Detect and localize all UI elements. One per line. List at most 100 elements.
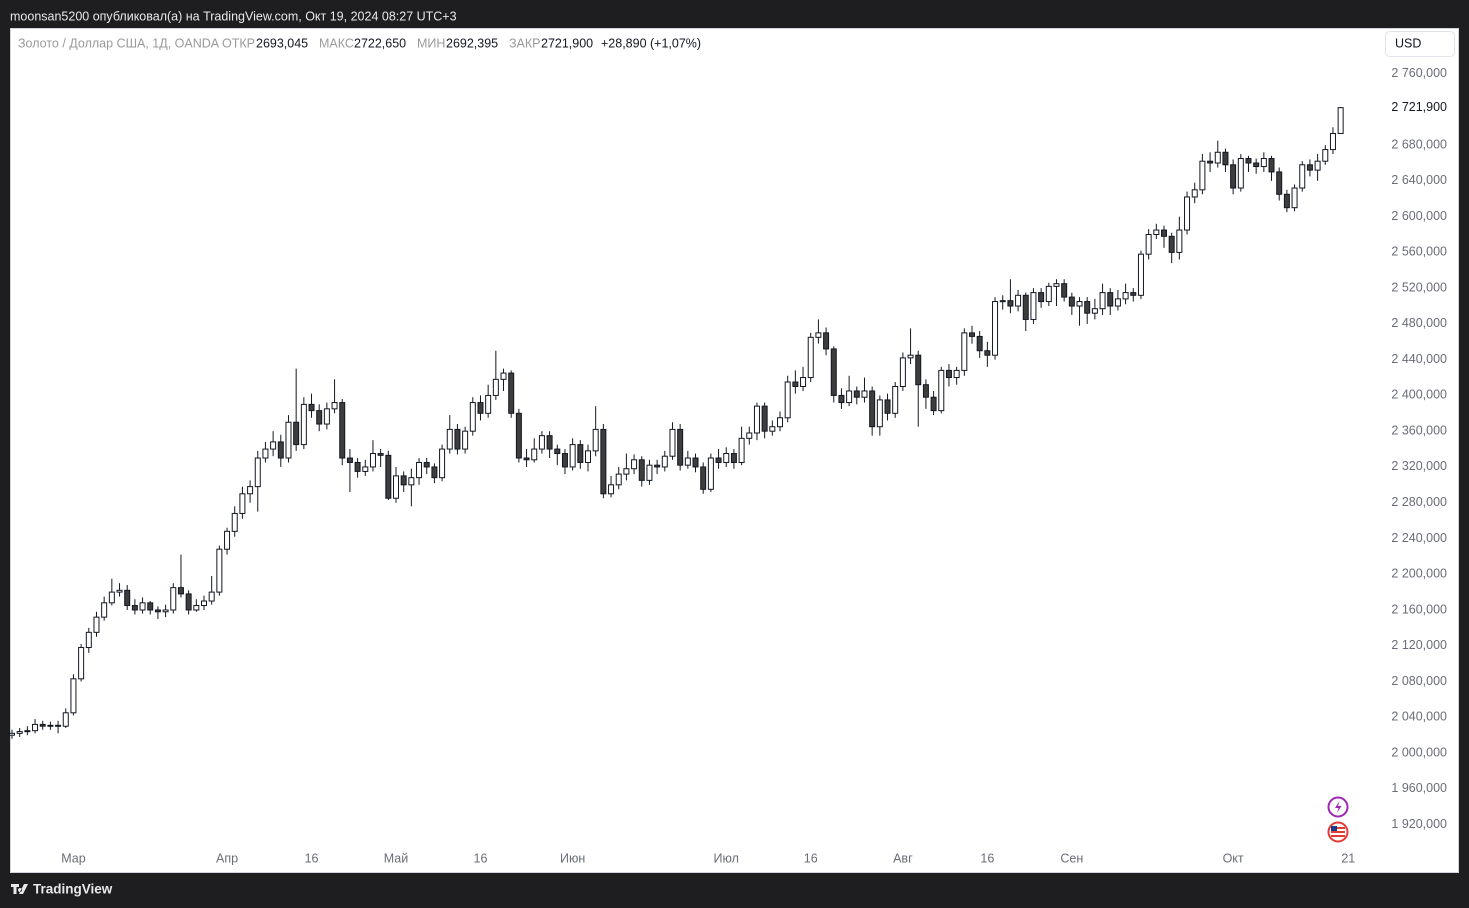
candle-body: [431, 466, 438, 479]
y-tick-label: 2 280,000: [1391, 495, 1447, 509]
y-tick-label: 2 600,000: [1391, 209, 1447, 223]
candle-body: [777, 417, 783, 428]
candle-body: [715, 457, 722, 463]
candle-body: [807, 336, 814, 379]
candle-body: [707, 457, 714, 490]
y-tick-label: 2 400,000: [1391, 388, 1447, 402]
candle-body: [1130, 292, 1137, 296]
candle-body: [1314, 160, 1321, 171]
candle-body: [277, 441, 284, 459]
currency-text[interactable]: USD: [1395, 36, 1421, 50]
flag-stripe: [1331, 831, 1345, 833]
open-value: 2693,045: [256, 36, 308, 50]
candle-body: [1291, 187, 1298, 209]
close-value: 2721,900: [541, 36, 593, 50]
candle-body: [1245, 158, 1252, 164]
candle-body: [85, 631, 92, 649]
candle-body: [39, 723, 46, 727]
candle-body: [308, 403, 315, 412]
candle-body: [592, 428, 599, 452]
candle-body: [861, 390, 868, 398]
candle-body: [815, 332, 822, 338]
candle-body: [600, 428, 607, 495]
candle-body: [208, 591, 215, 602]
candle-body: [1145, 234, 1152, 255]
x-tick-label: Июн: [560, 851, 585, 865]
y-tick-label: 2 000,000: [1391, 745, 1447, 759]
candle-body: [730, 453, 737, 463]
candle-body: [1153, 229, 1160, 236]
candle-body: [423, 461, 430, 468]
candle-body: [784, 381, 791, 419]
candle-body: [224, 530, 231, 550]
candle-body: [354, 461, 361, 472]
candle-body: [193, 605, 200, 611]
footer-logo: TradingView: [11, 882, 113, 897]
candle-body: [561, 453, 568, 468]
candle-body: [1191, 189, 1198, 198]
y-tick-label: 2 560,000: [1391, 245, 1447, 259]
candle-body: [216, 548, 223, 593]
candle-body: [1053, 283, 1060, 287]
currency-button-frame[interactable]: [1385, 31, 1455, 57]
y-tick-label: 2 520,000: [1391, 280, 1447, 294]
x-tick-label: 16: [980, 851, 994, 865]
candle-body: [78, 647, 85, 680]
candle-body: [538, 435, 545, 450]
candle-body: [331, 402, 338, 410]
candle-body: [992, 301, 999, 356]
candle-body: [899, 357, 906, 387]
y-tick-label: 2 680,000: [1391, 137, 1447, 151]
chart-panel: [10, 28, 1459, 873]
candle-body: [500, 372, 507, 380]
candle-body: [1230, 164, 1237, 189]
currency-button[interactable]: USD: [1385, 31, 1455, 57]
legend: Золото / Доллар США, 1Д, OANDA ОТКР 2693…: [18, 36, 701, 50]
candle-body: [984, 350, 991, 356]
candle-body: [792, 381, 799, 387]
candle-body: [531, 448, 538, 461]
candle-body: [853, 390, 860, 398]
candle-body: [185, 593, 192, 611]
candle-body: [976, 335, 983, 352]
candle-body: [700, 466, 707, 490]
candle-body: [876, 399, 883, 428]
candle-body: [1137, 253, 1144, 296]
y-tick-label: 2 240,000: [1391, 531, 1447, 545]
candle-body: [723, 453, 730, 463]
candle-body: [239, 493, 246, 514]
candle-body: [1114, 298, 1121, 307]
candle-body: [922, 384, 929, 398]
candle-body: [692, 457, 699, 468]
x-tick-label: Июл: [714, 851, 739, 865]
x-tick-label: 21: [1341, 851, 1355, 865]
candle-body: [746, 432, 753, 439]
x-tick-label: 16: [804, 851, 818, 865]
candle-body: [615, 473, 622, 486]
candle-body: [1099, 292, 1106, 310]
candle-body: [32, 723, 39, 732]
candle-body: [55, 724, 62, 727]
candle-body: [247, 486, 254, 495]
candle-body: [393, 475, 399, 499]
candle-body: [907, 354, 914, 359]
x-tick-label: Сен: [1060, 851, 1083, 865]
candle-body: [270, 441, 277, 450]
candle-body: [492, 378, 499, 396]
candle-body: [969, 332, 975, 337]
candle-body: [684, 457, 691, 466]
x-tick-label: Апр: [216, 851, 238, 865]
candle-body: [654, 464, 661, 468]
candle-body: [1168, 235, 1175, 253]
candle-body: [1260, 158, 1267, 168]
candle-body: [1030, 292, 1037, 320]
candle-body: [930, 396, 937, 412]
candle-body: [1329, 132, 1336, 151]
candle-body: [1091, 308, 1098, 314]
x-tick-label: Авг: [893, 851, 913, 865]
candle-body: [439, 448, 446, 479]
candle-body: [869, 390, 876, 428]
candle-body: [945, 369, 952, 379]
candle-body: [569, 444, 576, 468]
x-tick-label: Мар: [61, 851, 86, 865]
